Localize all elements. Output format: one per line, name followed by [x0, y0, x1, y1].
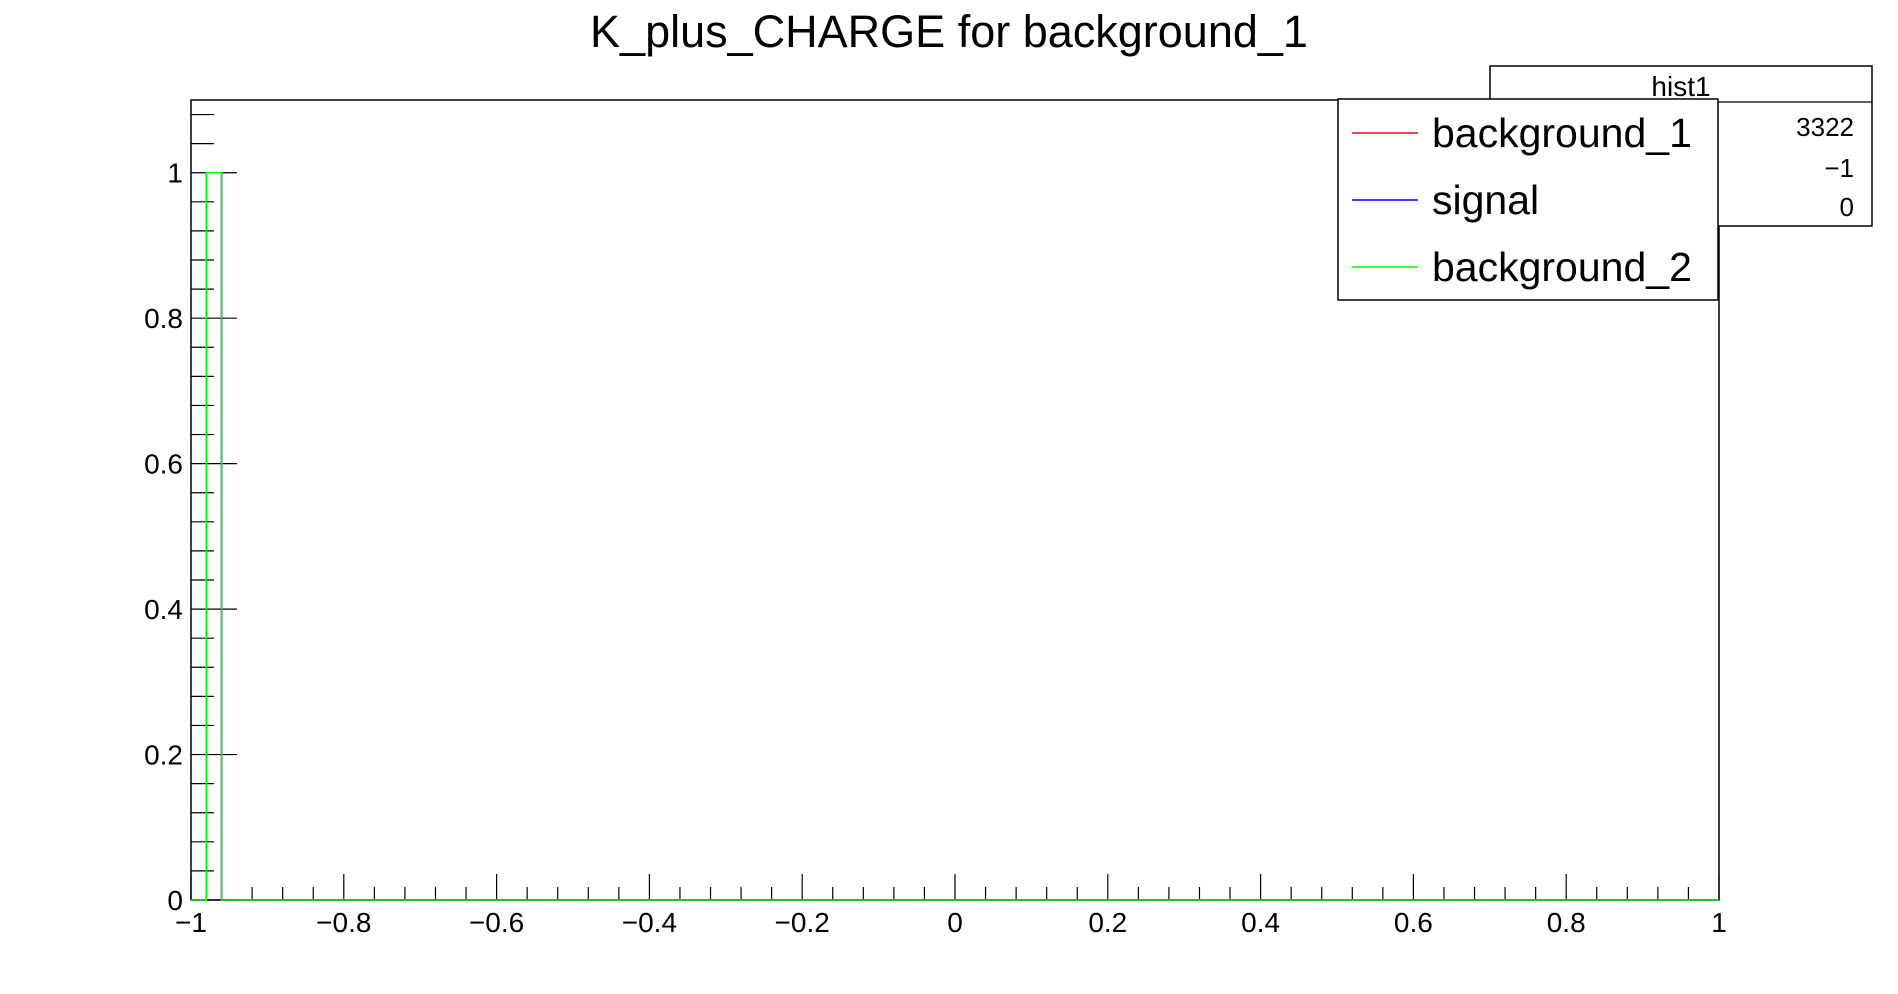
legend-label-background-2: background_2 — [1432, 244, 1692, 290]
y-tick-label: 0.2 — [144, 740, 183, 771]
legend-label-background-1: background_1 — [1432, 110, 1692, 156]
x-tick-label: 0.6 — [1394, 907, 1433, 938]
x-tick-label: −0.2 — [775, 907, 830, 938]
legend-label-signal: signal — [1432, 177, 1539, 223]
stats-stddev-value: 0 — [1840, 192, 1854, 222]
y-tick-label: 0.4 — [144, 594, 183, 625]
stats-entries-value: 3322 — [1796, 112, 1854, 142]
x-tick-label: 0 — [947, 907, 963, 938]
chart-title: K_plus_CHARGE for background_1 — [590, 6, 1308, 57]
y-tick-label: 0 — [167, 885, 183, 916]
x-tick-label: −1 — [175, 907, 207, 938]
histogram-series — [191, 171, 1719, 901]
stats-mean-value: −1 — [1824, 153, 1854, 183]
y-tick-label: 0.6 — [144, 449, 183, 480]
y-tick-label: 1 — [167, 158, 183, 189]
y-tick-label: 0.8 — [144, 303, 183, 334]
x-tick-label: 0.8 — [1547, 907, 1586, 938]
x-tick-label: 1 — [1711, 907, 1727, 938]
legend: background_1 signal background_2 — [1337, 98, 1719, 301]
x-tick-label: 0.4 — [1241, 907, 1280, 938]
series-background-2 — [191, 171, 1719, 901]
x-tick-label: −0.4 — [622, 907, 677, 938]
y-axis-ticks: 0 0.2 0.4 0.6 0.8 1 — [144, 113, 237, 916]
x-axis-ticks: −1 −0.8 −0.6 −0.4 −0.2 0 0.2 0.4 0.6 0.8 1 — [175, 874, 1727, 938]
x-tick-label: −0.6 — [469, 907, 524, 938]
x-tick-label: 0.2 — [1088, 907, 1127, 938]
x-tick-label: −0.8 — [316, 907, 371, 938]
stats-box-title: hist1 — [1651, 71, 1710, 102]
